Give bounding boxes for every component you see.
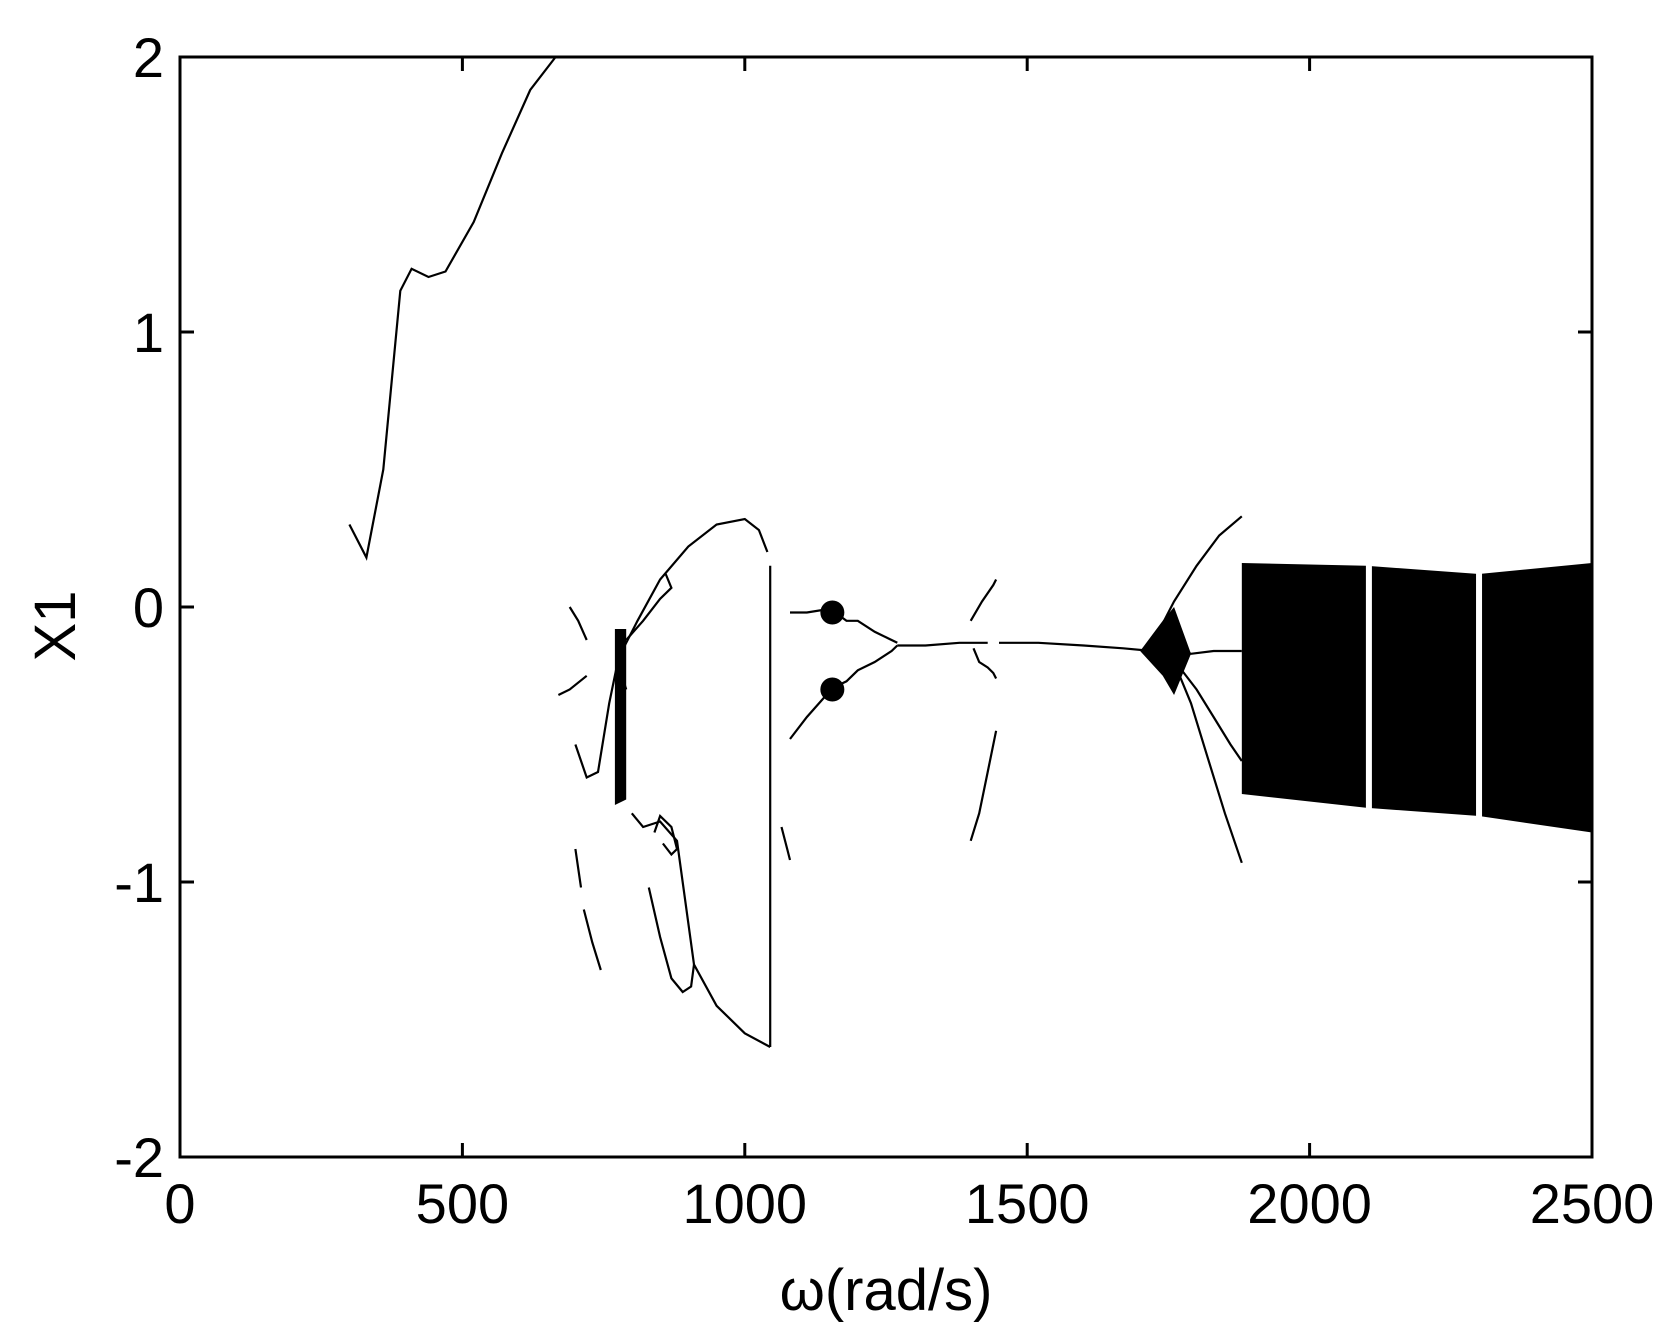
- y-tick-label: -1: [114, 851, 164, 914]
- x-axis-label: ω(rad/s): [780, 1258, 993, 1323]
- y-tick-label: 2: [133, 26, 164, 89]
- y-tick-label: 0: [133, 576, 164, 639]
- periodic-window-0: [1365, 563, 1372, 811]
- x-tick-label: 1000: [683, 1172, 808, 1235]
- periodic-window-1: [1476, 571, 1483, 819]
- chaotic-region-2: [1241, 563, 1592, 833]
- branch-0-19: [999, 641, 1175, 655]
- y-tick-label: -2: [114, 1126, 164, 1189]
- branch-0-7: [625, 573, 673, 641]
- x-tick-label: 500: [416, 1172, 509, 1235]
- branch-0-21: [1156, 515, 1243, 636]
- branch-0-10: [653, 814, 679, 857]
- x-tick-label: 2000: [1247, 1172, 1372, 1235]
- axes: 0 500 1000 1500 2000 2500 -2 -1 0 1 2: [114, 26, 1654, 1235]
- branch-0-4: [574, 848, 583, 888]
- chaotic-region-0: [614, 629, 627, 805]
- branch-0-17: [972, 647, 998, 679]
- branch-0-3: [574, 661, 628, 780]
- branch-0-15: [897, 641, 988, 647]
- branch-0-20: [1173, 647, 1242, 655]
- branch-0-2: [557, 674, 588, 696]
- cluster-point-0: [820, 600, 845, 625]
- y-tick-label: 1: [133, 301, 164, 364]
- branch-0-16: [969, 579, 998, 622]
- branch-0-5: [582, 909, 602, 971]
- branch-0-12: [780, 826, 792, 861]
- cluster-point-1: [820, 677, 845, 702]
- branch-0-14: [789, 644, 899, 740]
- branch-0-18: [969, 730, 998, 842]
- x-tick-label: 0: [164, 1172, 195, 1235]
- branch-0-22: [1172, 661, 1243, 864]
- branch-0-6: [622, 517, 769, 649]
- x-tick-label: 1500: [965, 1172, 1090, 1235]
- y-axis-label: X1: [23, 591, 88, 662]
- branch-0-8: [630, 812, 771, 1048]
- plot-area: [348, 56, 1592, 1048]
- branch-0-23: [1178, 666, 1243, 762]
- branch-0-13: [790, 608, 898, 644]
- x-tick-label: 2500: [1530, 1172, 1655, 1235]
- branch-0-0: [348, 56, 557, 561]
- branch-0-1: [568, 606, 588, 641]
- branch-0-9: [647, 887, 696, 994]
